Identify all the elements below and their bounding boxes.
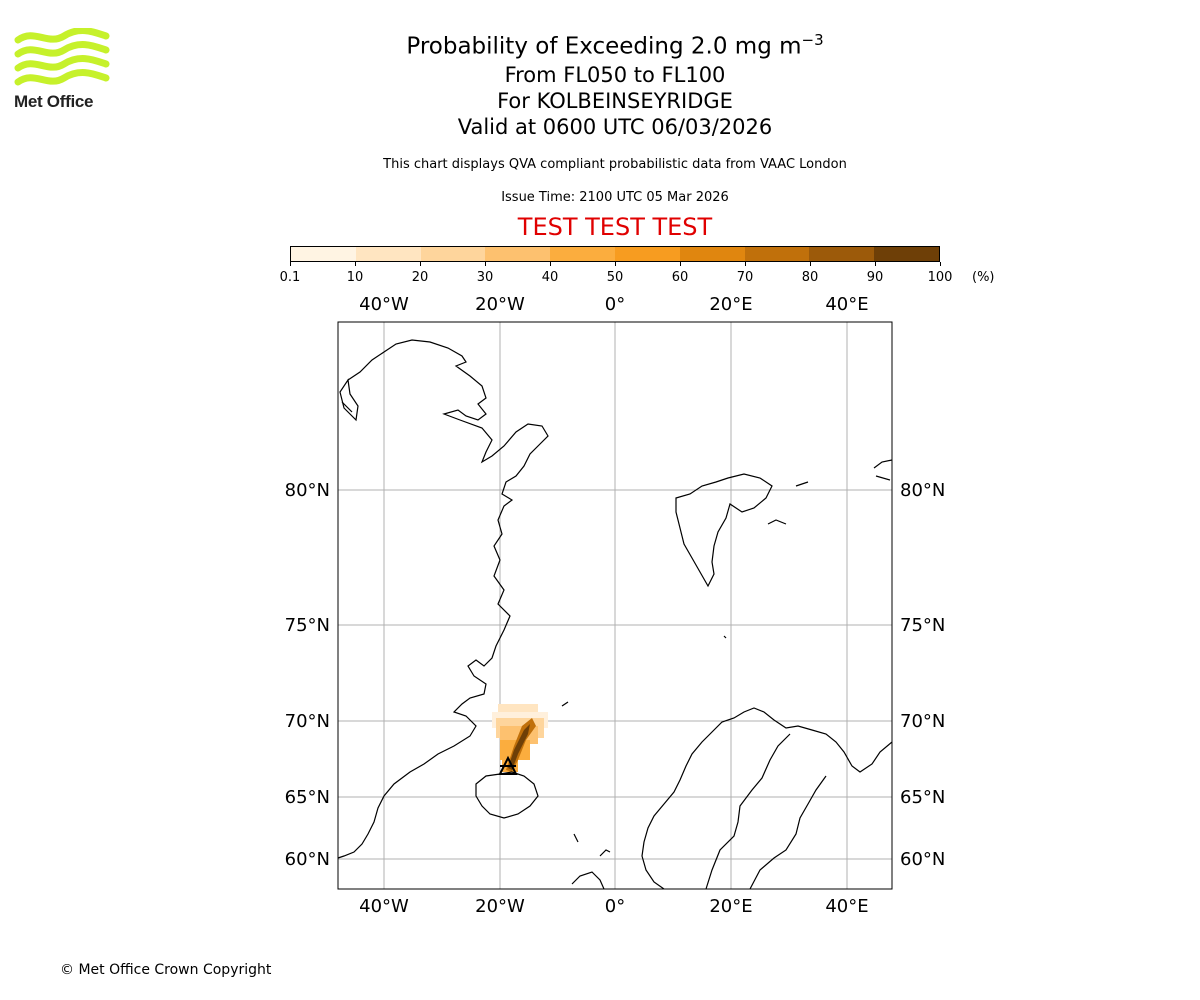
lat-label: 60°N xyxy=(900,849,945,870)
longitude-labels-top: 40°W 20°W 0° 20°E 40°E xyxy=(359,294,868,315)
lon-label: 20°W xyxy=(475,294,525,315)
coastlines xyxy=(337,339,893,890)
probability-colorbar xyxy=(290,246,940,262)
colorbar-segment xyxy=(874,247,939,261)
map-gridlines xyxy=(338,322,892,889)
lon-label: 20°W xyxy=(475,896,525,917)
colorbar-segment xyxy=(355,247,421,261)
test-banner: TEST TEST TEST xyxy=(517,213,713,241)
colorbar-tick-label: 50 xyxy=(606,270,624,285)
colorbar-tick xyxy=(549,262,551,266)
lat-label: 60°N xyxy=(285,849,330,870)
colorbar-tick-label: 80 xyxy=(801,270,819,285)
valid-time: Valid at 0600 UTC 06/03/2026 xyxy=(457,114,773,139)
lon-label: 0° xyxy=(605,294,625,315)
issue-time: Issue Time: 2100 UTC 05 Mar 2026 xyxy=(501,190,729,205)
colorbar-tick-label: 0.1 xyxy=(279,270,301,285)
colorbar-segment xyxy=(420,247,486,261)
colorbar-tick-label: 90 xyxy=(866,270,884,285)
colorbar-tick-label: 100 xyxy=(927,270,953,285)
lat-label: 70°N xyxy=(285,711,330,732)
colorbar-segment xyxy=(679,247,745,261)
colorbar-segment xyxy=(809,247,875,261)
colorbar-tick xyxy=(679,262,681,266)
lat-label: 65°N xyxy=(900,787,945,808)
colorbar-tick xyxy=(484,262,486,266)
colorbar-tick xyxy=(354,262,356,266)
scandinavia-coastline xyxy=(641,707,893,890)
colorbar-tick xyxy=(289,262,291,266)
lat-label: 65°N xyxy=(285,787,330,808)
latitude-labels-right: 80°N 75°N 70°N 65°N 60°N xyxy=(900,480,945,870)
svalbard-coastline xyxy=(675,473,773,588)
colorbar-tick-label: 20 xyxy=(411,270,429,285)
colorbar-segment xyxy=(291,247,356,261)
lat-label: 75°N xyxy=(285,615,330,636)
lon-label: 40°E xyxy=(825,294,868,315)
colorbar-tick xyxy=(614,262,616,266)
lon-label: 40°W xyxy=(359,896,409,917)
lat-label: 80°N xyxy=(900,480,945,501)
colorbar-tick-label: 10 xyxy=(346,270,364,285)
colorbar-tick xyxy=(939,262,941,266)
greenland-coastline xyxy=(337,339,549,859)
flight-level-range: From FL050 to FL100 xyxy=(504,62,726,87)
map-frame xyxy=(337,321,893,890)
latitude-labels-left: 80°N 75°N 70°N 65°N 60°N xyxy=(285,480,330,870)
colorbar-tick xyxy=(419,262,421,266)
colorbar-tick xyxy=(744,262,746,266)
colorbar-tick-label: 30 xyxy=(476,270,494,285)
volcano-name: For KOLBEINSEYRIDGE xyxy=(497,88,733,113)
colorbar-tick xyxy=(809,262,811,266)
colorbar-tick-label: 60 xyxy=(671,270,689,285)
colorbar-segment xyxy=(744,247,810,261)
colorbar-unit: (%) xyxy=(972,270,995,285)
chart-title-block: Probability of Exceeding 2.0 mg m−3 From… xyxy=(315,25,915,140)
met-office-logo-waves xyxy=(14,28,110,86)
title-line1: Probability of Exceeding 2.0 mg m xyxy=(406,33,802,60)
colorbar-tick xyxy=(874,262,876,266)
volcano-marker-icon xyxy=(498,755,518,775)
lat-label: 70°N xyxy=(900,711,945,732)
colorbar-segment xyxy=(614,247,680,261)
lon-label: 40°W xyxy=(359,294,409,315)
lat-label: 75°N xyxy=(900,615,945,636)
title-line1-superscript: −3 xyxy=(801,31,824,49)
met-office-logo-text: Met Office xyxy=(14,92,94,111)
lat-label: 80°N xyxy=(285,480,330,501)
iceland-coastline xyxy=(475,771,539,819)
lon-label: 20°E xyxy=(709,294,752,315)
colorbar-tick-label: 40 xyxy=(541,270,559,285)
longitude-labels-bottom: 40°W 20°W 0° 20°E 40°E xyxy=(359,896,868,917)
ash-probability-plume xyxy=(492,704,548,772)
lon-label: 20°E xyxy=(709,896,752,917)
colorbar-segment xyxy=(550,247,615,261)
colorbar-tick-label: 70 xyxy=(736,270,754,285)
subtitle: This chart displays QVA compliant probab… xyxy=(383,157,847,172)
lon-label: 40°E xyxy=(825,896,868,917)
copyright-notice: © Met Office Crown Copyright xyxy=(60,962,272,978)
lon-label: 0° xyxy=(605,896,625,917)
colorbar-segment xyxy=(485,247,551,261)
chart-title: Probability of Exceeding 2.0 mg m−3 xyxy=(315,25,915,62)
